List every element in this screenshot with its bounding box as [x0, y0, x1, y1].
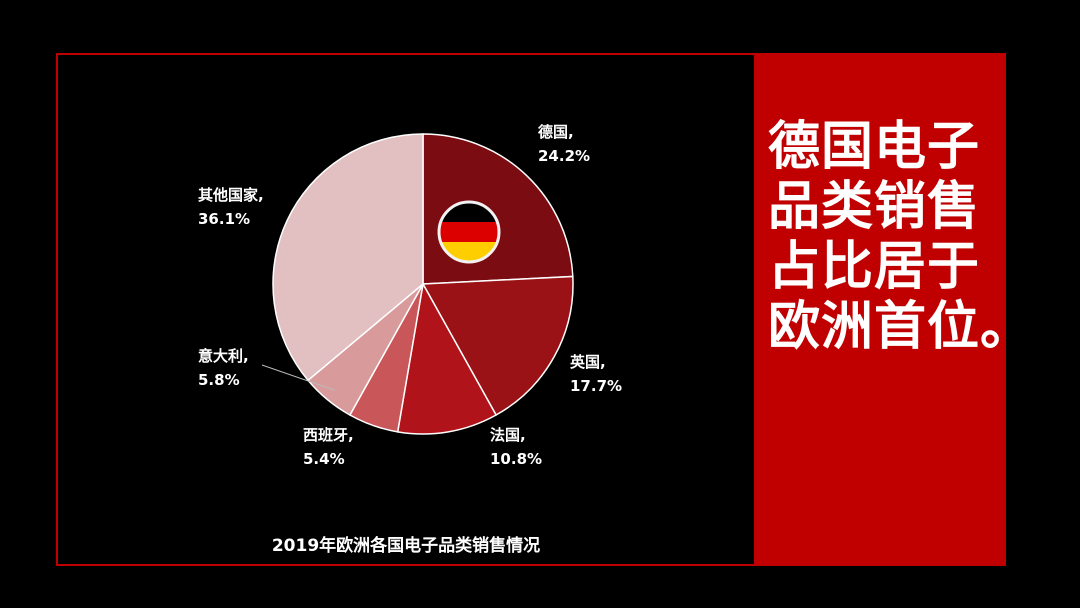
headline-line: 德国电子 — [768, 117, 981, 177]
headline-line: 品类销售 — [768, 177, 981, 237]
slice-value-label: 10.8% — [490, 450, 542, 468]
slice-label: 英国, — [570, 353, 606, 371]
slice-label: 其他国家, — [198, 186, 264, 204]
slice-value-label: 5.8% — [198, 371, 240, 389]
headline-line: 欧洲首位。 — [768, 297, 1034, 357]
pie-slice — [421, 275, 574, 417]
slice-value-label: 17.7% — [570, 377, 622, 395]
chart-panel: 德国, 24.2% 英国, 17.7% 法国, 10.8% 西班牙, 5.4% 意大利, 5.8%… — [56, 53, 756, 566]
slice-value-label: 5.4% — [303, 450, 345, 468]
slice-value-label: 24.2% — [538, 147, 590, 165]
flag-stripe — [439, 222, 499, 243]
label-leader-line — [261, 364, 336, 391]
pie-slice — [272, 133, 424, 382]
headline: 德国电子 品类销售 占比居于 欧洲首位。 — [768, 117, 1034, 357]
slice-label: 西班牙, — [303, 426, 354, 444]
pie-slice — [396, 281, 498, 435]
slice-value-label: 36.1% — [198, 210, 250, 228]
chart-title: 2019年欧洲各国电子品类销售情况 — [271, 536, 541, 556]
pie-chart: 德国, 24.2% 英国, 17.7% 法国, 10.8% 西班牙, 5.4% 意大利, 5.8%… — [198, 123, 622, 468]
slice-label: 意大利, — [198, 347, 249, 365]
flag-border — [437, 200, 501, 264]
slice-label: 法国, — [490, 426, 526, 444]
headline-panel: 德国电子 品类销售 占比居于 欧洲首位。 — [754, 53, 1034, 566]
slice-label: 德国, — [538, 123, 574, 141]
headline-line: 占比居于 — [768, 237, 981, 297]
